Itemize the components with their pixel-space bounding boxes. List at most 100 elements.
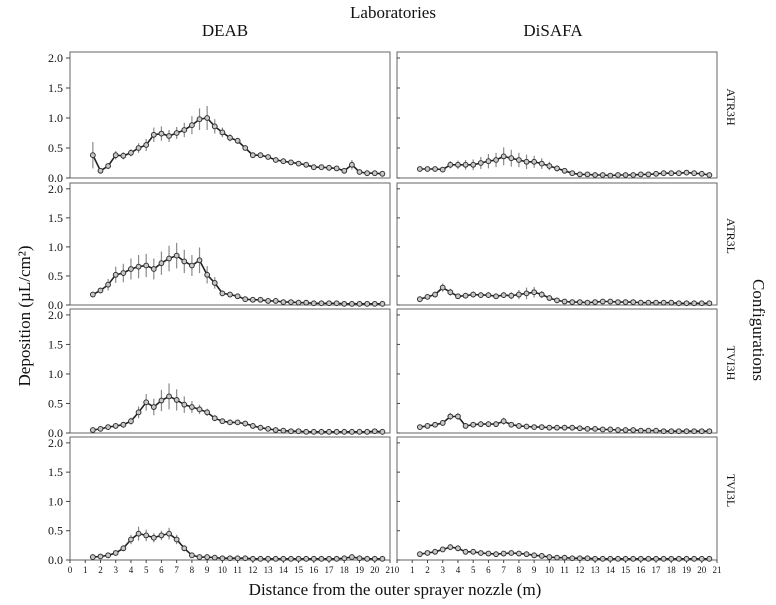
column-label-deab: DEAB: [202, 21, 248, 40]
data-point: [538, 553, 545, 559]
data-point: [691, 300, 698, 307]
x-tick-label: 21: [386, 565, 395, 575]
data-point: [546, 554, 553, 560]
data-point: [211, 554, 218, 561]
data-point: [691, 428, 698, 435]
y-tick-label: 0.5: [48, 269, 63, 283]
data-point: [416, 551, 423, 558]
x-tick-label: 14: [279, 565, 289, 575]
data-point: [676, 300, 682, 307]
data-point: [516, 291, 522, 298]
data-point: [310, 164, 317, 171]
data-point: [424, 293, 431, 300]
data-point: [432, 548, 438, 555]
data-point: [561, 298, 568, 305]
x-tick-label: 12: [248, 565, 257, 575]
data-point: [379, 300, 386, 307]
x-tick-label: 4: [129, 565, 134, 575]
data-point: [637, 427, 644, 434]
data-point: [333, 300, 340, 307]
data-point: [173, 536, 180, 543]
x-tick-label: 4: [456, 565, 461, 575]
data-point: [211, 415, 218, 422]
data-point: [569, 170, 576, 177]
data-point: [326, 164, 332, 171]
y-tick-label: 1.5: [48, 465, 63, 479]
data-point: [211, 280, 218, 286]
x-tick-label: 20: [697, 565, 707, 575]
panel-tvi3h-deab: 0.0 0.5 1.0 1.5 2.0: [48, 308, 391, 440]
data-point: [576, 299, 583, 305]
data-point: [249, 296, 256, 303]
data-point: [356, 555, 363, 562]
x-tick-label: 17: [325, 565, 335, 575]
data-point: [181, 127, 188, 133]
data-point: [630, 555, 637, 562]
x-tick-label: 7: [501, 565, 506, 575]
data-point: [189, 262, 195, 269]
data-point: [470, 421, 477, 428]
data-point: [630, 427, 637, 433]
y-tick-label: 2.0: [48, 436, 63, 450]
x-tick-label: 8: [190, 565, 195, 575]
data-point: [204, 271, 211, 278]
data-point: [227, 134, 233, 141]
data-point: [288, 555, 294, 562]
data-point: [592, 555, 598, 562]
x-tick-label: 19: [682, 565, 692, 575]
data-point: [242, 420, 249, 427]
data-point: [242, 145, 249, 151]
x-tick-label: 6: [486, 565, 491, 575]
data-point: [356, 428, 363, 435]
data-point: [485, 292, 492, 299]
y-tick-label: 1.5: [48, 81, 63, 95]
y-tick-label: 2.0: [48, 182, 63, 196]
data-point: [607, 426, 614, 433]
data-point: [295, 428, 302, 435]
data-point: [364, 170, 371, 177]
data-point: [143, 399, 150, 406]
data-point: [455, 413, 461, 420]
data-point: [97, 287, 104, 294]
data-point: [349, 161, 355, 168]
data-point: [288, 299, 294, 305]
data-point: [234, 555, 241, 562]
panel-atr3h-disafa: ATR3H: [396, 51, 738, 179]
x-tick-label: 15: [621, 565, 631, 575]
data-point: [158, 130, 165, 137]
data-point: [660, 170, 667, 177]
data-point: [516, 423, 522, 429]
data-point: [561, 424, 568, 431]
data-point: [447, 289, 454, 296]
data-point: [554, 424, 560, 431]
data-point: [150, 534, 157, 541]
data-point: [341, 428, 348, 435]
data-point: [424, 550, 431, 556]
panel-frame: [396, 51, 718, 179]
x-tick-label: 0: [395, 565, 400, 575]
data-point: [166, 530, 172, 537]
data-point: [477, 292, 484, 299]
data-point: [379, 428, 386, 435]
data-point: [576, 171, 583, 178]
data-point: [89, 291, 96, 298]
data-point: [204, 409, 211, 416]
data-point: [592, 425, 598, 432]
y-tick-label: 2.0: [48, 51, 63, 65]
data-point: [500, 292, 507, 299]
data-point: [592, 172, 598, 178]
data-point: [561, 554, 568, 561]
row-label-atr3l: ATR3L: [724, 218, 738, 254]
data-point: [706, 555, 713, 562]
panel-tvi3h-disafa: TVI3H: [396, 308, 738, 435]
x-tick-label: 16: [636, 565, 646, 575]
x-tick-label: 2: [98, 565, 103, 575]
data-point: [249, 555, 256, 562]
data-point: [622, 299, 629, 305]
data-point: [508, 292, 515, 299]
data-point: [523, 423, 530, 430]
data-point: [150, 131, 157, 138]
data-point: [645, 555, 652, 562]
data-point: [333, 555, 340, 562]
